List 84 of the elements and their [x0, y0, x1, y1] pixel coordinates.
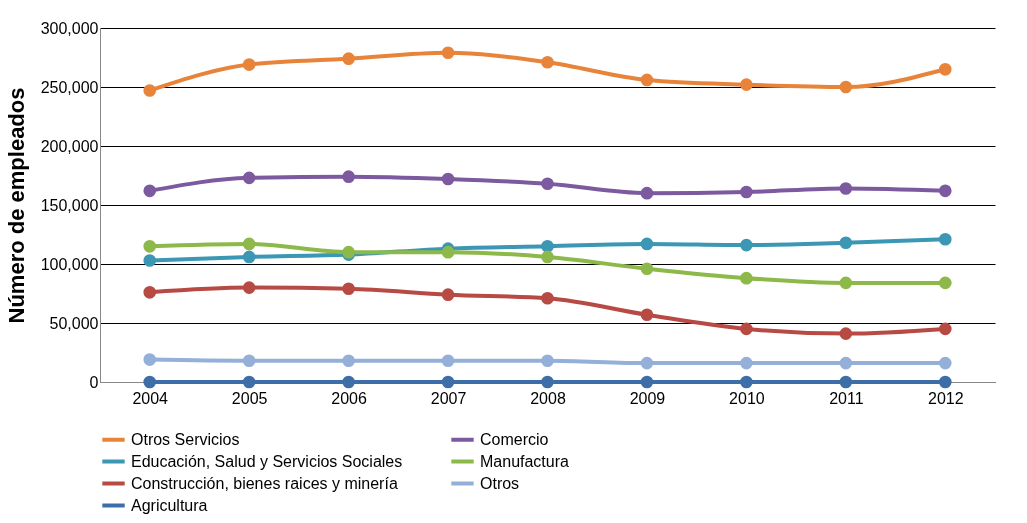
point [242, 171, 256, 185]
x-tick-label: 2004 [132, 389, 169, 407]
x-tick-label: 2012 [927, 389, 964, 407]
point [740, 356, 753, 370]
legend-label: Otros Servicios [131, 430, 240, 448]
point [242, 375, 256, 389]
point [839, 375, 853, 389]
point [342, 354, 355, 368]
point [143, 254, 157, 267]
point [938, 322, 952, 336]
point [938, 232, 952, 246]
point [839, 356, 853, 370]
point [441, 245, 455, 259]
y-tick-label: 50,000 [49, 314, 99, 332]
point [640, 73, 654, 87]
y-tick-label: 250,000 [40, 78, 99, 96]
point [143, 84, 157, 97]
point [640, 262, 654, 276]
y-axis-title: Número de empleados [3, 87, 29, 324]
point [839, 327, 853, 340]
point [740, 238, 753, 252]
point [640, 375, 654, 389]
point [740, 375, 753, 389]
point [342, 52, 355, 65]
point [740, 185, 753, 199]
x-tick-label: 2008 [530, 389, 566, 407]
point [143, 184, 157, 198]
x-tick-label: 2010 [729, 389, 765, 407]
point [640, 237, 654, 251]
point [441, 288, 455, 301]
point [242, 58, 256, 71]
x-tick-label: 2009 [629, 389, 666, 407]
point [839, 276, 853, 290]
point [541, 375, 554, 389]
point [839, 182, 853, 195]
point [740, 78, 753, 91]
point [541, 239, 554, 253]
point [242, 237, 256, 251]
point [740, 271, 753, 285]
point [938, 276, 952, 290]
point [839, 236, 853, 250]
y-tick-label: 100,000 [40, 255, 99, 273]
point [640, 356, 654, 370]
point [342, 375, 355, 389]
x-tick-label: 2007 [430, 389, 467, 407]
point [541, 250, 554, 264]
point [143, 239, 157, 253]
legend-label: Educación, Salud y Servicios Sociales [131, 452, 403, 470]
point [640, 308, 654, 322]
point [441, 375, 455, 389]
point [839, 80, 853, 94]
point [143, 375, 157, 389]
point [441, 46, 455, 60]
y-tick-label: 300,000 [40, 19, 99, 37]
point [541, 55, 554, 69]
point [342, 282, 355, 296]
point [938, 356, 952, 370]
legend-label: Construcción, bienes raices y minería [131, 474, 398, 492]
legend-label: Manufactura [480, 452, 570, 470]
point [938, 375, 952, 389]
point [242, 281, 256, 294]
point [640, 186, 654, 200]
point [541, 291, 554, 305]
legend-label: Agricultura [131, 496, 208, 514]
point [242, 354, 256, 368]
point [441, 172, 455, 186]
point [541, 354, 554, 368]
point [342, 170, 355, 183]
point [143, 286, 157, 299]
point [740, 322, 753, 336]
x-tick-label: 2006 [331, 389, 368, 407]
x-tick-label: 2005 [231, 389, 268, 407]
y-tick-label: 200,000 [40, 137, 99, 155]
point [143, 353, 157, 366]
x-tick-label: 2011 [829, 389, 864, 407]
legend-label: Comercio [480, 430, 549, 448]
point [242, 250, 256, 264]
point [938, 184, 952, 198]
point [938, 62, 952, 76]
point [541, 177, 554, 191]
y-tick-label: 0 [89, 373, 99, 391]
y-tick-label: 150,000 [40, 196, 99, 214]
point [441, 354, 455, 368]
legend-label: Otros [480, 474, 520, 492]
